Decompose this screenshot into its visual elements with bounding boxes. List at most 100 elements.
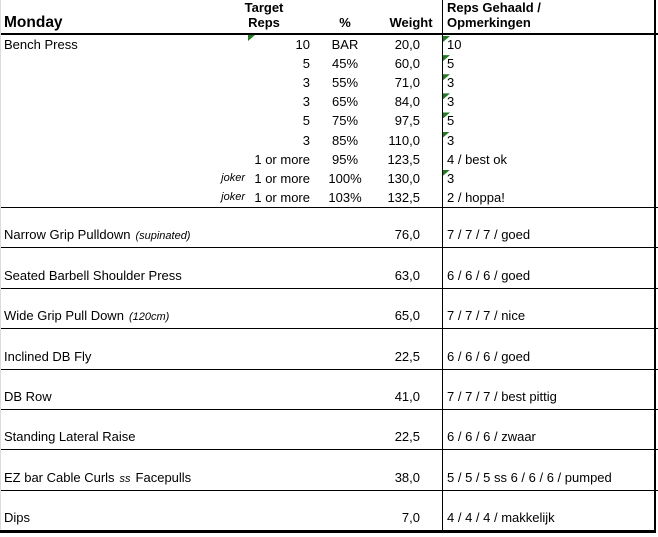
joker-cell[interactable] bbox=[218, 150, 248, 169]
cell-flag-icon bbox=[248, 35, 255, 41]
result-cell[interactable]: 7 / 7 / 7 / best pittig bbox=[447, 388, 557, 404]
percent-header[interactable]: % bbox=[339, 15, 351, 30]
joker-cell[interactable] bbox=[218, 111, 248, 130]
result-cell[interactable]: 7 / 7 / 7 / nice bbox=[447, 308, 526, 324]
bench-set-row: 5 75% 97,5 5 bbox=[0, 111, 658, 130]
results-header[interactable]: Reps Gehaald / Opmerkingen bbox=[442, 0, 658, 33]
result-cell[interactable]: 3 bbox=[442, 73, 658, 92]
weight-cell[interactable]: 60,0 bbox=[394, 56, 420, 72]
weight-cell[interactable]: 123,5 bbox=[387, 151, 420, 167]
weight-header[interactable]: Weight bbox=[389, 15, 433, 30]
exercise-name-cell[interactable]: Seated Barbell Shoulder Press bbox=[0, 248, 380, 287]
target-reps-cell[interactable]: 5 bbox=[302, 113, 310, 129]
weight-cell[interactable]: 132,5 bbox=[387, 189, 420, 205]
exercise-name-cell[interactable] bbox=[0, 73, 218, 92]
result-value: 10 bbox=[447, 37, 462, 53]
result-cell[interactable]: 3 bbox=[442, 92, 658, 111]
weight-cell[interactable]: 41,0 bbox=[394, 388, 420, 404]
exercise-name-cell[interactable]: Standing Lateral Raise bbox=[0, 410, 380, 449]
percent-cell[interactable]: 45% bbox=[331, 56, 359, 72]
weight-cell[interactable]: 84,0 bbox=[394, 94, 420, 110]
exercise-name-cell[interactable]: Narrow Grip Pulldown (supinated) bbox=[0, 208, 380, 247]
target-reps-cell[interactable]: 3 bbox=[302, 94, 310, 110]
joker-cell[interactable] bbox=[218, 92, 248, 111]
percent-cell[interactable]: 55% bbox=[331, 75, 359, 91]
exercise-name-cell[interactable]: Bench Press bbox=[4, 37, 78, 53]
percent-cell[interactable]: 85% bbox=[331, 132, 359, 148]
weight-cell[interactable]: 22,5 bbox=[394, 429, 420, 445]
weight-cell[interactable]: 97,5 bbox=[394, 113, 420, 129]
joker-cell[interactable] bbox=[218, 54, 248, 73]
exercise-note: (120cm) bbox=[128, 311, 170, 324]
exercise-name-cell[interactable] bbox=[0, 131, 218, 150]
bench-set-row: 1 or more 95% 123,5 4 / best ok bbox=[0, 150, 658, 169]
exercise-name-suffix: Facepulls bbox=[135, 469, 192, 485]
result-cell[interactable]: 6 / 6 / 6 / zwaar bbox=[447, 429, 536, 445]
day-header[interactable]: Monday bbox=[4, 14, 63, 31]
target-reps-cell[interactable]: 1 or more bbox=[254, 189, 310, 205]
exercise-name-cell[interactable]: Dips bbox=[0, 491, 380, 530]
exercise-name-cell[interactable] bbox=[0, 150, 218, 169]
weight-cell[interactable]: 65,0 bbox=[394, 308, 420, 324]
exercise-name-cell[interactable] bbox=[0, 111, 218, 130]
cell-flag-icon bbox=[443, 131, 450, 138]
spacer-cell bbox=[420, 289, 442, 328]
weight-cell[interactable]: 130,0 bbox=[387, 170, 420, 186]
exercise-name-cell[interactable]: Inclined DB Fly bbox=[0, 329, 380, 368]
joker-cell[interactable]: joker bbox=[221, 172, 245, 185]
joker-cell[interactable] bbox=[218, 35, 248, 54]
target-reps-cell[interactable]: 3 bbox=[302, 75, 310, 91]
percent-cell[interactable]: 75% bbox=[331, 113, 359, 129]
result-cell[interactable]: 2 / hoppa! bbox=[442, 188, 658, 207]
weight-cell[interactable]: 110,0 bbox=[388, 132, 420, 148]
result-cell[interactable]: 5 / 5 / 5 ss 6 / 6 / 6 / pumped bbox=[447, 469, 612, 485]
percent-cell[interactable]: 65% bbox=[331, 94, 359, 110]
exercise-name-cell[interactable] bbox=[0, 92, 218, 111]
bench-set-row: 3 85% 110,0 3 bbox=[0, 131, 658, 150]
result-cell[interactable]: 7 / 7 / 7 / goed bbox=[447, 227, 531, 243]
target-reps-cell[interactable]: 3 bbox=[302, 132, 310, 148]
weight-cell[interactable]: 20,0 bbox=[394, 37, 420, 53]
exercise-name-cell[interactable]: Wide Grip Pull Down (120cm) bbox=[0, 289, 380, 328]
result-cell[interactable]: 6 / 6 / 6 / goed bbox=[447, 267, 531, 283]
result-cell[interactable]: 3 bbox=[442, 131, 658, 150]
weight-cell[interactable]: 22,5 bbox=[394, 348, 420, 364]
percent-cell[interactable]: 100% bbox=[328, 170, 362, 186]
joker-cell[interactable] bbox=[218, 73, 248, 92]
percent-cell[interactable]: BAR bbox=[331, 37, 359, 53]
result-cell[interactable]: 4 / 4 / 4 / makkelijk bbox=[447, 510, 555, 526]
target-reps-cell[interactable]: 1 or more bbox=[254, 151, 310, 167]
percent-cell[interactable]: 95% bbox=[331, 151, 359, 167]
target-reps-header-line2: Reps bbox=[248, 15, 280, 30]
joker-cell[interactable]: joker bbox=[221, 191, 245, 204]
bench-set-row: joker 1 or more 103% 132,5 2 / hoppa! bbox=[0, 188, 658, 207]
target-reps-header[interactable]: Target Reps bbox=[218, 0, 310, 33]
result-cell[interactable]: 4 / best ok bbox=[442, 150, 658, 169]
header-row: Monday Target Reps % Weight Reps Gehaald… bbox=[0, 0, 658, 35]
joker-cell[interactable] bbox=[218, 131, 248, 150]
result-cell[interactable]: 3 bbox=[442, 169, 658, 188]
exercise-name-cell[interactable]: EZ bar Cable Curls ss Facepulls bbox=[0, 450, 380, 489]
weight-cell[interactable]: 63,0 bbox=[394, 267, 420, 283]
exercise-name-cell[interactable] bbox=[0, 169, 218, 188]
result-cell[interactable]: 5 bbox=[442, 54, 658, 73]
exercise-name-cell[interactable]: DB Row bbox=[0, 370, 380, 409]
weight-cell[interactable]: 38,0 bbox=[394, 469, 420, 485]
exercise-name-cell[interactable] bbox=[0, 54, 218, 73]
exercise-name-cell[interactable] bbox=[0, 188, 218, 207]
spacer-cell bbox=[420, 54, 442, 73]
spacer-cell bbox=[420, 370, 442, 409]
target-reps-cell[interactable]: 10 bbox=[248, 35, 310, 54]
percent-cell[interactable]: 103% bbox=[328, 189, 362, 205]
result-cell[interactable]: 10 bbox=[442, 35, 658, 54]
weight-cell[interactable]: 71,0 bbox=[394, 75, 420, 91]
weight-cell[interactable]: 76,0 bbox=[394, 227, 420, 243]
spacer-cell bbox=[420, 73, 442, 92]
result-cell[interactable]: 6 / 6 / 6 / goed bbox=[447, 348, 531, 364]
bench-set-row: 5 45% 60,0 5 bbox=[0, 54, 658, 73]
result-cell[interactable]: 5 bbox=[442, 111, 658, 130]
spacer-cell bbox=[420, 35, 442, 54]
weight-cell[interactable]: 7,0 bbox=[401, 510, 420, 526]
target-reps-cell[interactable]: 1 or more bbox=[254, 170, 310, 186]
target-reps-cell[interactable]: 5 bbox=[302, 56, 310, 72]
